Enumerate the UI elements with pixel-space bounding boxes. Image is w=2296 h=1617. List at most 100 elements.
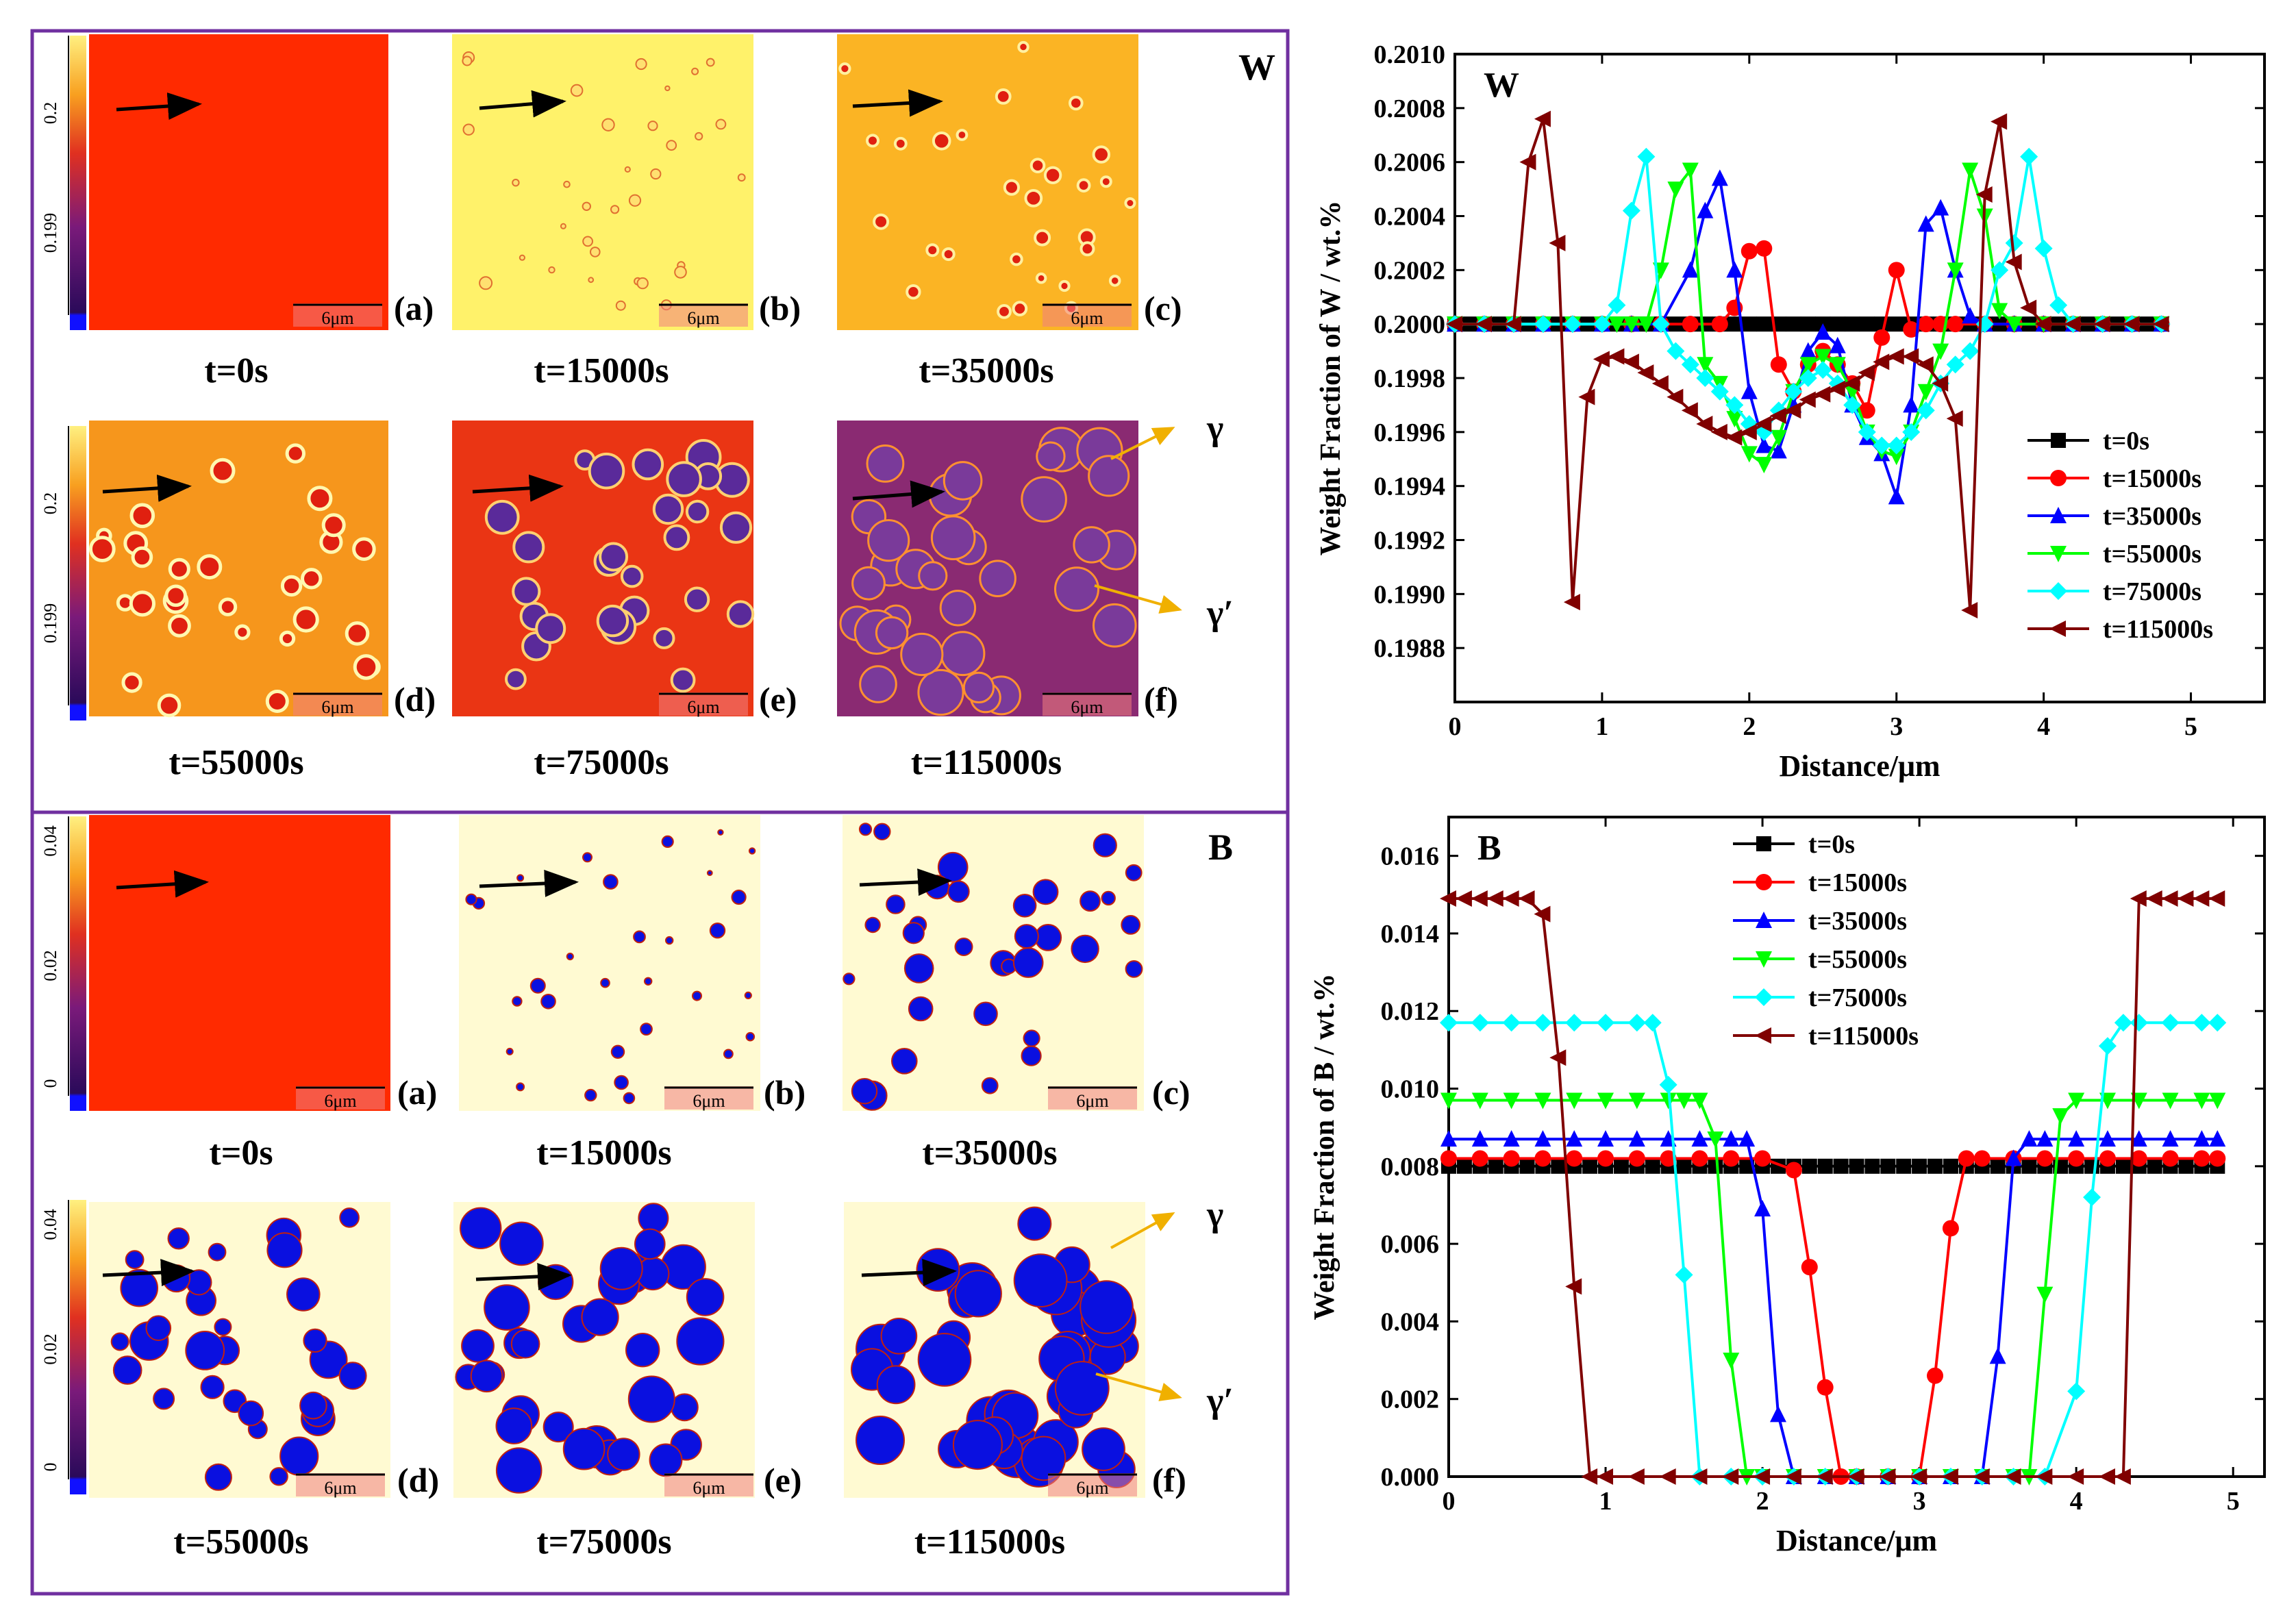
gamma-prime-label: γ′ [1206,594,1234,633]
precipitate [676,1317,725,1366]
b-colorbar-bottom-strip [70,1200,86,1494]
data-point-marker [1801,1158,1817,1174]
precipitate [285,443,305,464]
data-point-marker [1887,436,1906,455]
b-cell-c [843,815,1144,1111]
data-point-marker [2049,296,2068,314]
data-point-marker [1755,988,1773,1006]
precipitate [952,1420,1003,1470]
legend-label: t=75000s [2103,577,2201,606]
data-point-marker [1917,401,1935,420]
precipitate [726,600,755,628]
data-point-marker [1723,1130,1740,1147]
precipitate [1080,890,1101,912]
data-point-marker [2005,1149,2022,1166]
data-point-marker [2209,1150,2226,1167]
profile-arrow [852,480,945,508]
scale-bar-label: 6μm [1076,1091,1108,1111]
legend-label: t=0s [1808,830,1855,859]
precipitate [510,1329,540,1359]
data-point-marker [1769,1405,1786,1422]
precipitate [962,671,995,704]
data-point-marker [1756,951,1772,968]
data-point-marker [1566,1092,1583,1110]
b-precipitates-e [455,1203,725,1494]
precipitate [590,247,601,258]
data-point-marker [1502,1014,1521,1032]
series-line [1449,1157,2218,1478]
precipitate [214,1318,232,1336]
data-point-marker [1912,1158,1927,1174]
legend-label: t=0s [2103,427,2149,455]
data-point-marker [1518,890,1535,907]
scale-bar-label: 6μm [692,1478,725,1498]
cell-tag: (e) [759,680,797,718]
precipitate [1023,1029,1040,1047]
precipitate [299,1391,327,1420]
data-point-marker [1582,1158,1598,1174]
data-point-marker [1785,1162,1802,1179]
scale-bar-label: 6μm [1071,308,1103,328]
data-point-marker [1622,201,1640,220]
data-point-marker [2034,316,2051,333]
data-point-marker [1710,382,1729,401]
precipitate [686,1278,725,1316]
precipitate [875,616,909,650]
precipitate [1003,179,1021,196]
data-point-marker [1659,1468,1676,1485]
data-point-marker [2067,1382,2086,1401]
data-point-marker [1471,1130,1488,1147]
b-precipitates-f [851,1206,1139,1488]
data-point-marker [1754,1200,1771,1217]
y-tick-label: 0.004 [1381,1307,1440,1336]
data-point-marker [1645,1158,1660,1174]
data-point-marker [2177,890,2194,907]
time-caption: t=15000s [536,1133,671,1173]
gamma-prime-pointer [1094,584,1182,614]
precipitate [838,62,851,75]
precipitate [671,1393,699,1422]
b-colorbar-bottom-tick: 0 [40,1463,60,1472]
precipitate [1121,915,1141,935]
precipitate [917,1333,972,1387]
data-point-marker [1830,316,1845,332]
b-chart-axes: 0 1 2 3 4 5 0.000 0.002 0.004 0.006 0.008 0.010 0.01… [1381,816,2266,1516]
data-point-marker [1637,147,1656,166]
w-chart-title: W [1484,66,1519,105]
data-point-marker [1843,375,1860,392]
w-colorbar-top-tick: 0.199 [40,213,60,253]
data-point-marker [1667,388,1684,405]
precipitate [706,58,715,67]
precipitate [345,621,370,646]
data-point-marker [1754,1150,1771,1167]
w-colorbar-top-tick: 0.2 [40,102,60,125]
precipitate [610,205,620,214]
cell-tag: (c) [1152,1073,1190,1112]
data-point-marker [1504,316,1521,333]
precipitate [505,668,527,690]
precipitate [499,1221,544,1266]
legend-label: t=15000s [1808,868,1907,897]
w-cell-b [452,34,753,330]
precipitate [197,554,223,580]
b-chart-title: B [1477,829,1501,868]
precipitate [908,996,934,1022]
precipitate [1030,158,1046,173]
data-point-marker [2130,1130,2147,1147]
precipitate [112,1355,142,1385]
data-point-marker [1440,1150,1457,1167]
precipitate [652,493,684,525]
precipitate [891,1048,918,1075]
y-tick-label: 0.2008 [1374,95,1446,123]
data-point-marker [1973,1150,1991,1167]
w-profile-chart: 0 1 2 3 4 5 0.1988 0.1990 0.1992 0.1994 0.1996 0.19… [1315,40,2266,783]
precipitate [461,1329,495,1363]
data-point-marker [1814,349,1832,366]
data-point-marker [1613,1158,1629,1174]
precipitate [1082,1427,1125,1471]
data-point-marker [1711,169,1728,186]
precipitate [636,277,649,290]
data-point-marker [1755,1027,1771,1044]
data-point-marker [2099,1130,2116,1147]
